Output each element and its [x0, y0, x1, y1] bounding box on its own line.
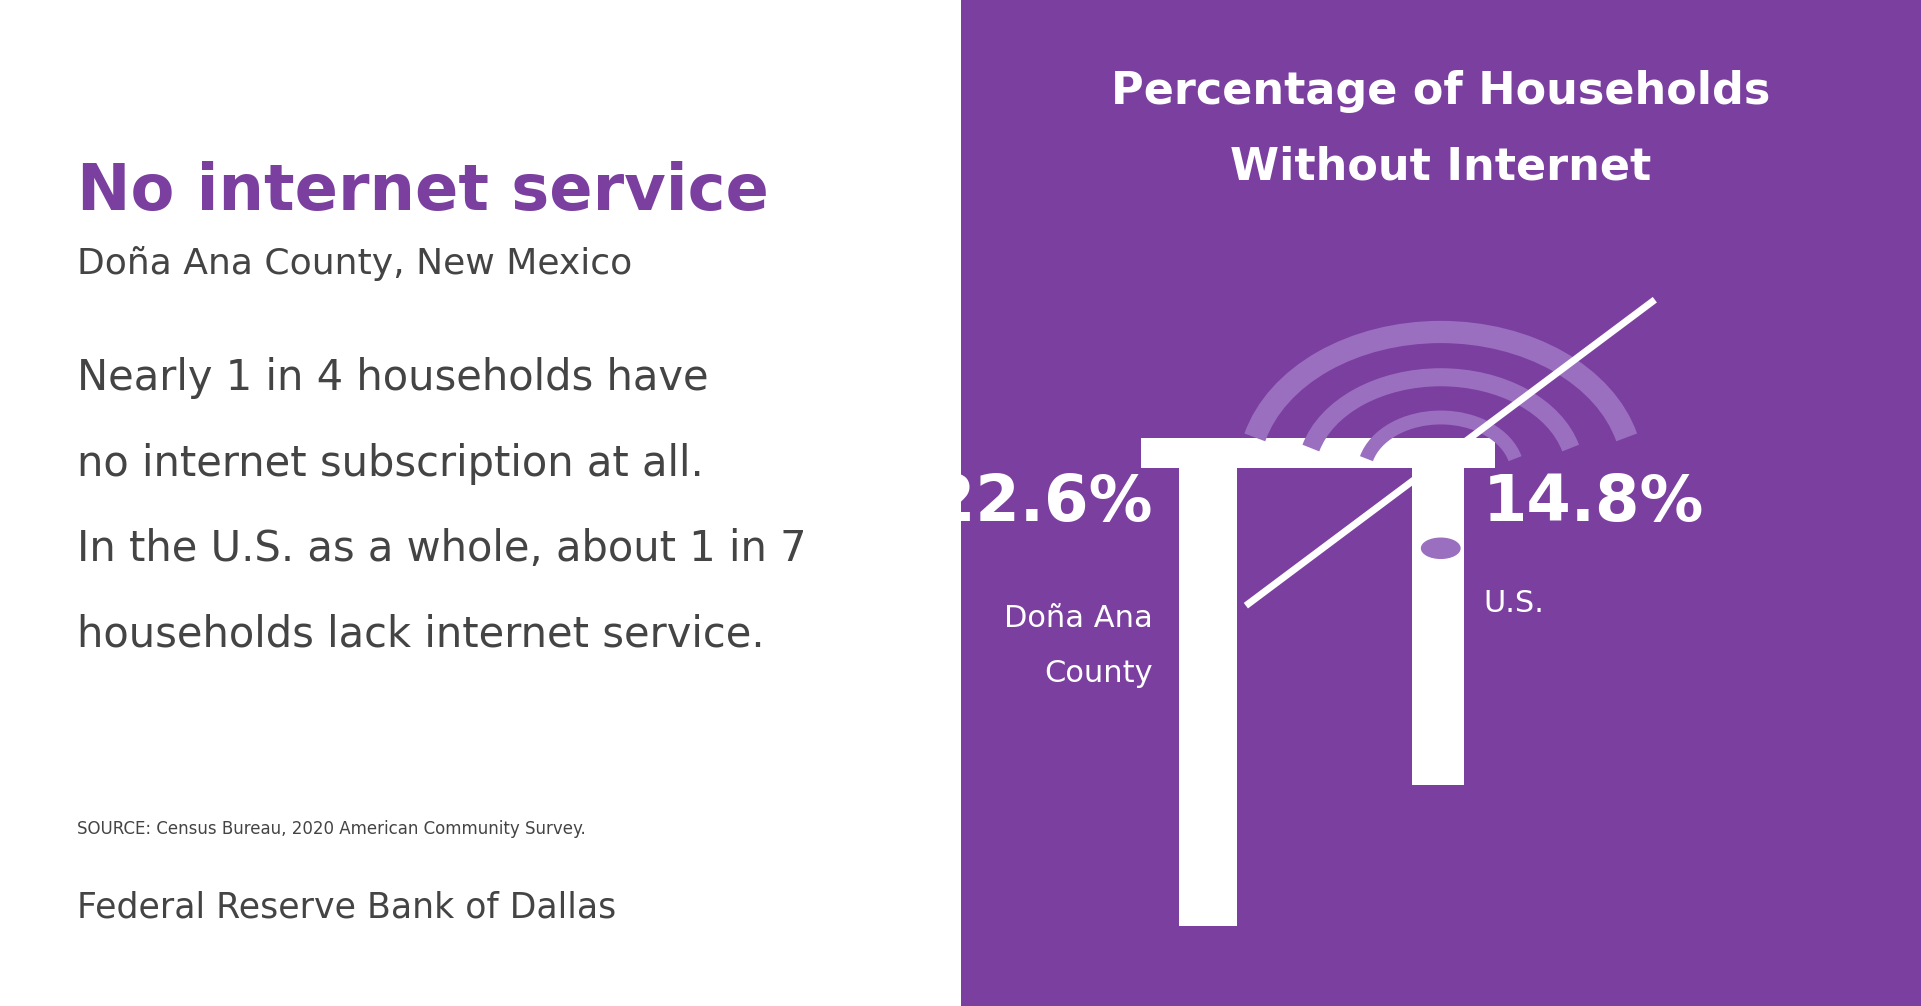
Circle shape	[1422, 538, 1460, 558]
Text: 22.6%: 22.6%	[932, 472, 1153, 534]
Bar	[1141, 438, 1495, 468]
Text: No internet service: No internet service	[77, 161, 768, 223]
Text: Doña Ana: Doña Ana	[1005, 604, 1153, 633]
Text: Nearly 1 in 4 households have: Nearly 1 in 4 households have	[77, 357, 709, 399]
Text: Without Internet: Without Internet	[1229, 146, 1652, 189]
Text: Federal Reserve Bank of Dallas: Federal Reserve Bank of Dallas	[77, 890, 617, 925]
Text: U.S.: U.S.	[1483, 589, 1544, 618]
Text: In the U.S. as a whole, about 1 in 7: In the U.S. as a whole, about 1 in 7	[77, 528, 807, 570]
Text: County: County	[1043, 659, 1153, 688]
Bar	[1179, 468, 1237, 926]
Text: households lack internet service.: households lack internet service.	[77, 614, 765, 656]
Text: Doña Ana County, New Mexico: Doña Ana County, New Mexico	[77, 246, 632, 282]
Text: Percentage of Households: Percentage of Households	[1110, 70, 1771, 114]
Text: SOURCE: Census Bureau, 2020 American Community Survey.: SOURCE: Census Bureau, 2020 American Com…	[77, 820, 586, 838]
Text: 14.8%: 14.8%	[1483, 472, 1704, 534]
Bar	[1412, 468, 1464, 785]
Text: no internet subscription at all.: no internet subscription at all.	[77, 443, 703, 485]
